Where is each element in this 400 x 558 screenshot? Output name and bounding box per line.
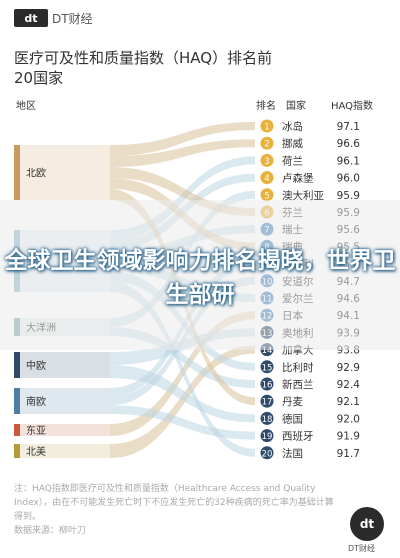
brand-logo: dt xyxy=(14,9,48,27)
rank-number-14: 14 xyxy=(262,346,273,356)
headline-overlay: 全球卫生领域影响力排名揭晓，世界卫生部研 xyxy=(4,248,396,308)
score-label-20: 91.7 xyxy=(337,448,360,460)
region-label-5: 东亚 xyxy=(26,424,46,437)
score-label-3: 96.1 xyxy=(337,155,360,167)
flow-ribbon-19 xyxy=(110,405,255,440)
score-column-header: HAQ指数 xyxy=(331,101,374,112)
footnote-text: 注：HAQ指数即医疗可及性和质量指数（Healthcare Access and… xyxy=(14,484,334,522)
flow-ribbon-18 xyxy=(110,365,255,423)
flow-ribbon-14 xyxy=(110,345,255,458)
brand-bar: dt DT财经 xyxy=(14,9,93,27)
region-column-header: 地区 xyxy=(16,101,36,112)
country-column-header: 国家 xyxy=(286,101,306,112)
rank-number-15: 15 xyxy=(262,363,273,373)
rank-number-4: 4 xyxy=(264,174,269,184)
flow-ribbon-3 xyxy=(110,156,255,241)
region-bar-6 xyxy=(14,444,20,458)
rank-badge-2 xyxy=(260,136,274,150)
country-label-17: 丹麦 xyxy=(282,396,303,408)
rank-number-2: 2 xyxy=(264,140,269,150)
region-bar-3 xyxy=(14,352,20,378)
country-label-5: 澳大利亚 xyxy=(282,189,324,202)
rank-badge-1 xyxy=(260,119,274,133)
region-bar-0 xyxy=(14,145,20,200)
rank-badge-4 xyxy=(260,171,274,185)
rank-badge-5 xyxy=(260,188,274,202)
score-label-17: 92.1 xyxy=(337,396,360,408)
rank-number-3: 3 xyxy=(264,157,269,167)
score-label-19: 91.9 xyxy=(337,431,360,443)
score-label-5: 95.9 xyxy=(337,190,360,202)
rank-number-18: 18 xyxy=(262,415,273,425)
rank-column-header: 排名 xyxy=(256,101,276,112)
country-label-16: 新西兰 xyxy=(282,378,314,391)
flow-ribbon-16 xyxy=(110,327,255,388)
footer-logo: dt xyxy=(350,507,384,541)
region-bar-4 xyxy=(14,388,20,414)
score-label-4: 96.0 xyxy=(337,173,360,185)
country-label-20: 法国 xyxy=(282,447,303,460)
footer-brand-name: DT财经 xyxy=(348,544,376,553)
chart-title: 医疗可及性和质量指数（HAQ）排名前20国家 xyxy=(14,49,273,87)
country-label-2: 挪威 xyxy=(282,137,303,150)
score-label-15: 92.9 xyxy=(337,362,360,374)
headline-band xyxy=(0,200,400,350)
rank-badge-19 xyxy=(260,429,274,443)
rank-badge-17 xyxy=(260,394,274,408)
region-band-6 xyxy=(20,444,110,458)
source-line: 数据来源：柳叶刀 xyxy=(14,526,87,536)
region-band-0 xyxy=(20,145,110,200)
score-label-16: 92.4 xyxy=(337,379,361,391)
score-label-1: 97.1 xyxy=(337,121,360,133)
flow-ribbon-1 xyxy=(110,122,255,156)
rank-badge-3 xyxy=(260,153,274,167)
footnote: 注：HAQ指数即医疗可及性和质量指数（Healthcare Access and… xyxy=(14,482,334,538)
rank-badge-16 xyxy=(260,377,274,391)
region-label-3: 中欧 xyxy=(26,359,46,372)
region-bar-5 xyxy=(14,424,20,436)
rank-number-20: 20 xyxy=(262,449,273,459)
rank-number-1: 1 xyxy=(264,123,269,133)
flow-ribbon-20 xyxy=(110,281,255,457)
rank-badge-18 xyxy=(260,411,274,425)
country-label-18: 德国 xyxy=(282,412,303,425)
region-label-6: 北美 xyxy=(26,445,46,458)
country-label-1: 冰岛 xyxy=(282,120,303,133)
score-label-2: 96.6 xyxy=(337,138,361,150)
rank-badge-20 xyxy=(260,446,274,460)
brand-name: DT财经 xyxy=(52,11,93,26)
flow-ribbon-2 xyxy=(110,139,255,167)
country-label-4: 卢森堡 xyxy=(282,172,314,185)
country-label-15: 比利时 xyxy=(282,361,314,374)
rank-number-5: 5 xyxy=(264,191,269,201)
country-label-19: 西班牙 xyxy=(282,431,314,443)
region-band-5 xyxy=(20,424,110,436)
rank-number-19: 19 xyxy=(262,432,273,442)
rank-number-17: 17 xyxy=(262,398,273,408)
region-label-4: 南欧 xyxy=(26,395,46,408)
region-label-0: 北欧 xyxy=(26,168,46,180)
rank-number-16: 16 xyxy=(262,381,273,391)
score-label-18: 92.0 xyxy=(337,413,360,425)
rank-badge-15 xyxy=(260,360,274,374)
country-label-3: 荷兰 xyxy=(282,154,303,167)
region-band-3 xyxy=(20,352,110,378)
region-band-4 xyxy=(20,388,110,414)
